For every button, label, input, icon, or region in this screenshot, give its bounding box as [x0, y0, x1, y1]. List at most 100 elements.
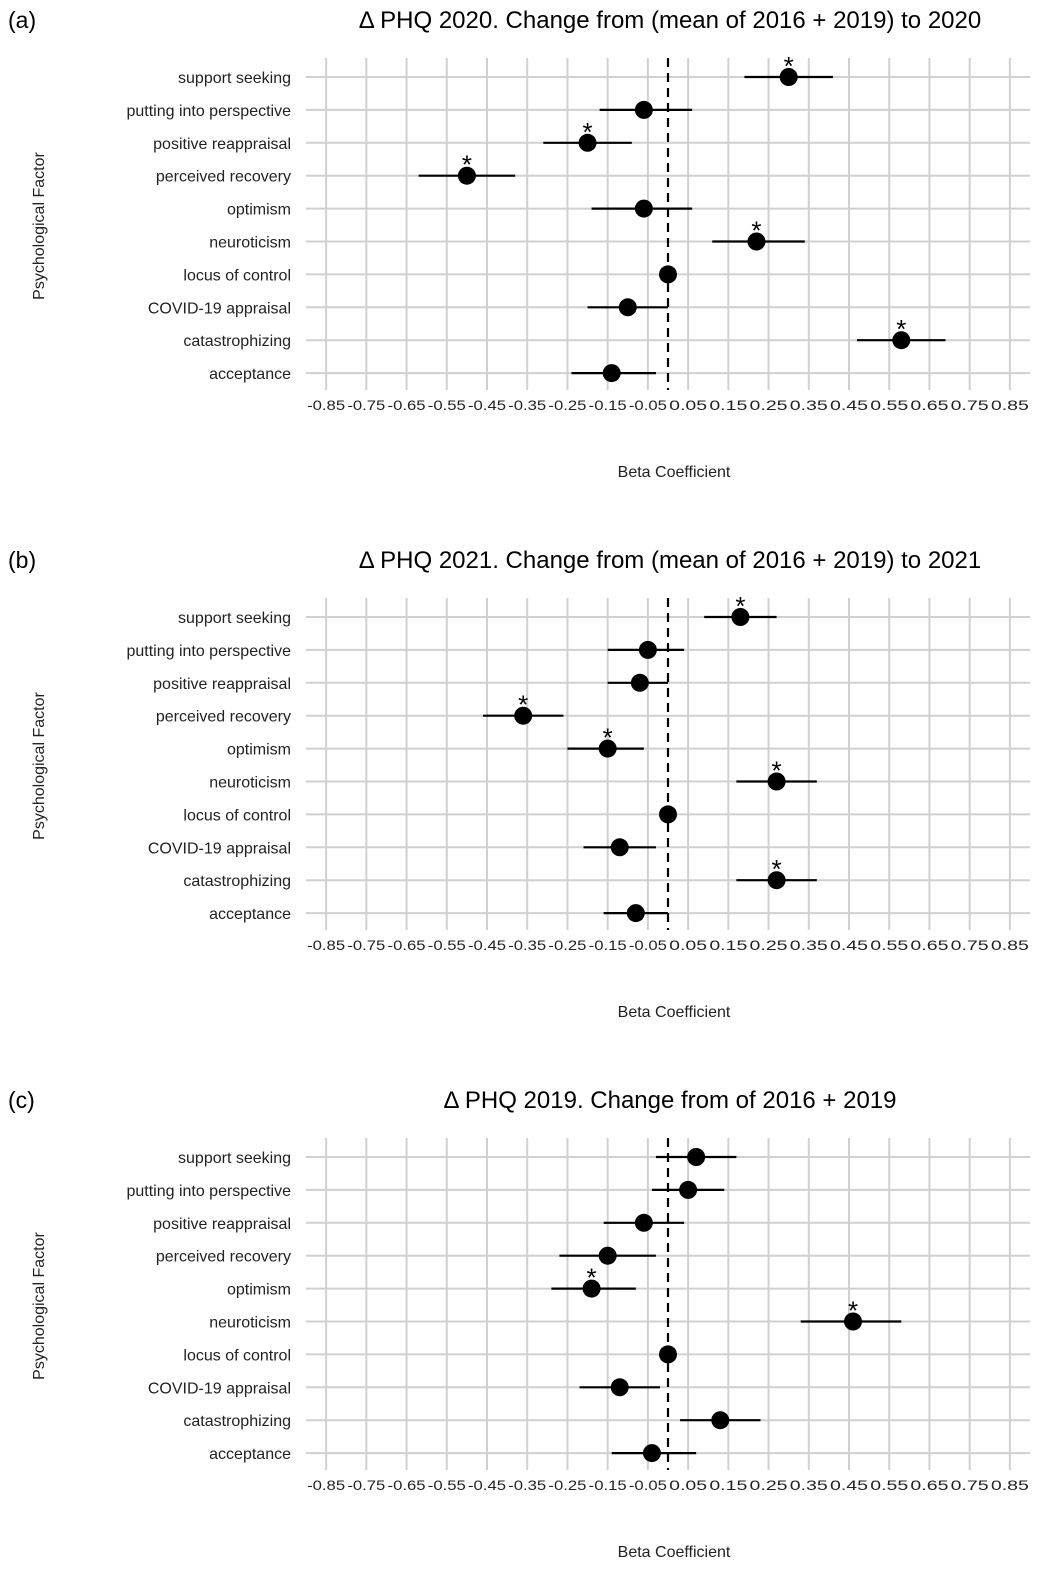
- x-tick-label: -0.75: [347, 1477, 385, 1493]
- y-tick-label: putting into perspective: [126, 1183, 291, 1200]
- estimate-point: [582, 1279, 601, 1298]
- estimate-point: [679, 1180, 698, 1199]
- estimate-point: [598, 1246, 617, 1265]
- estimate-point: [610, 838, 629, 857]
- x-tick-label: 0.55: [870, 397, 908, 413]
- x-tick-label: 0.45: [830, 1477, 868, 1493]
- y-tick-label: optimism: [227, 742, 291, 759]
- y-tick-label: acceptance: [209, 906, 291, 923]
- chart-title: Δ PHQ 2019. Change from of 2016 + 2019: [444, 1087, 897, 1114]
- x-tick-label: -0.25: [548, 397, 586, 413]
- y-tick-label: optimism: [227, 1282, 291, 1299]
- x-tick-label: -0.15: [589, 1477, 627, 1493]
- y-tick-label: locus of control: [183, 1347, 291, 1364]
- x-tick-label: 0.75: [951, 1477, 989, 1493]
- significance-star: *: [582, 117, 592, 147]
- estimate-point: [659, 1345, 677, 1364]
- significance-star: *: [735, 591, 745, 621]
- y-tick-label: acceptance: [209, 366, 291, 383]
- y-tick-label: COVID-19 appraisal: [148, 300, 291, 317]
- estimate-point: [687, 1148, 706, 1166]
- x-tick-label: -0.65: [388, 1477, 426, 1493]
- y-tick-label: COVID-19 appraisal: [148, 840, 291, 857]
- chart-panel: (b) Δ PHQ 2021. Change from (mean of 2016…: [8, 547, 1030, 1021]
- x-tick-label: 0.35: [790, 397, 828, 413]
- estimate-point: [610, 1378, 629, 1397]
- x-tick-label: -0.55: [428, 937, 466, 953]
- y-tick-label: support seeking: [178, 610, 291, 627]
- panel-label: (b): [8, 547, 36, 573]
- x-tick-label: -0.35: [508, 1477, 546, 1493]
- x-tick-label: -0.15: [589, 397, 627, 413]
- panel-label: (c): [8, 1087, 35, 1113]
- x-tick-label: -0.45: [468, 1477, 506, 1493]
- estimate-point: [711, 1411, 730, 1430]
- x-tick-label: -0.85: [307, 937, 345, 953]
- estimate-point: [634, 199, 653, 218]
- significance-star: *: [784, 51, 794, 81]
- y-tick-label: neuroticism: [209, 235, 291, 252]
- x-tick-label: 0.05: [669, 1477, 707, 1493]
- x-tick-label: -0.45: [468, 397, 506, 413]
- estimate-point: [747, 232, 766, 251]
- y-axis-title: Psychological Factor: [31, 1232, 48, 1380]
- x-tick-label: 0.15: [709, 397, 747, 413]
- estimate-point: [659, 265, 677, 284]
- x-tick-label: 0.85: [991, 1477, 1029, 1493]
- estimate-point: [634, 100, 653, 119]
- significance-star: *: [462, 150, 472, 180]
- y-tick-label: locus of control: [183, 807, 291, 824]
- estimate-point: [642, 1444, 661, 1463]
- x-tick-label: 0.15: [709, 1477, 747, 1493]
- x-tick-label: -0.45: [468, 937, 506, 953]
- significance-star: *: [896, 314, 906, 344]
- y-tick-label: neuroticism: [209, 1315, 291, 1332]
- estimate-point: [618, 298, 637, 317]
- significance-star: *: [603, 723, 613, 753]
- significance-star: *: [587, 1263, 597, 1293]
- y-tick-label: neuroticism: [209, 775, 291, 792]
- estimate-point: [767, 772, 786, 791]
- y-tick-label: COVID-19 appraisal: [148, 1380, 291, 1397]
- estimate-point: [731, 608, 750, 626]
- x-tick-label: -0.75: [347, 397, 385, 413]
- x-tick-label: 0.85: [991, 937, 1029, 953]
- y-tick-label: positive reappraisal: [153, 676, 291, 693]
- x-tick-label: -0.05: [629, 397, 667, 413]
- x-tick-label: -0.55: [428, 1477, 466, 1493]
- chart-title: Δ PHQ 2020. Change from (mean of 2016 + …: [359, 7, 981, 34]
- chart-panel: (a) Δ PHQ 2020. Change from (mean of 2016…: [8, 7, 1030, 481]
- y-tick-label: acceptance: [209, 1446, 291, 1463]
- y-tick-label: catastrophizing: [183, 1413, 291, 1430]
- x-tick-label: 0.45: [830, 937, 868, 953]
- x-tick-label: -0.05: [629, 937, 667, 953]
- y-tick-label: optimism: [227, 202, 291, 219]
- significance-star: *: [518, 690, 528, 720]
- estimate-point: [659, 805, 677, 824]
- x-tick-label: 0.55: [870, 1477, 908, 1493]
- x-tick-label: -0.85: [307, 1477, 345, 1493]
- x-tick-label: 0.25: [750, 937, 788, 953]
- estimate-point: [767, 871, 786, 890]
- x-axis-title: Beta Coefficient: [618, 1544, 731, 1561]
- y-tick-label: support seeking: [178, 1150, 291, 1167]
- y-axis-title: Psychological Factor: [31, 692, 48, 840]
- y-tick-label: perceived recovery: [156, 169, 291, 186]
- x-axis-title: Beta Coefficient: [618, 1004, 731, 1021]
- x-tick-label: -0.55: [428, 397, 466, 413]
- significance-star: *: [848, 1296, 858, 1326]
- estimate-point: [779, 68, 798, 86]
- x-axis-title: Beta Coefficient: [618, 464, 731, 481]
- estimate-point: [514, 706, 533, 725]
- chart-title: Δ PHQ 2021. Change from (mean of 2016 + …: [359, 547, 981, 574]
- y-tick-label: perceived recovery: [156, 709, 291, 726]
- x-tick-label: 0.35: [790, 1477, 828, 1493]
- x-tick-label: 0.75: [951, 397, 989, 413]
- estimate-point: [626, 904, 645, 923]
- estimate-point: [634, 1213, 653, 1232]
- x-tick-label: 0.75: [951, 937, 989, 953]
- x-tick-label: 0.05: [669, 397, 707, 413]
- x-tick-label: -0.75: [347, 937, 385, 953]
- x-tick-label: 0.65: [910, 1477, 948, 1493]
- y-tick-label: putting into perspective: [126, 643, 291, 660]
